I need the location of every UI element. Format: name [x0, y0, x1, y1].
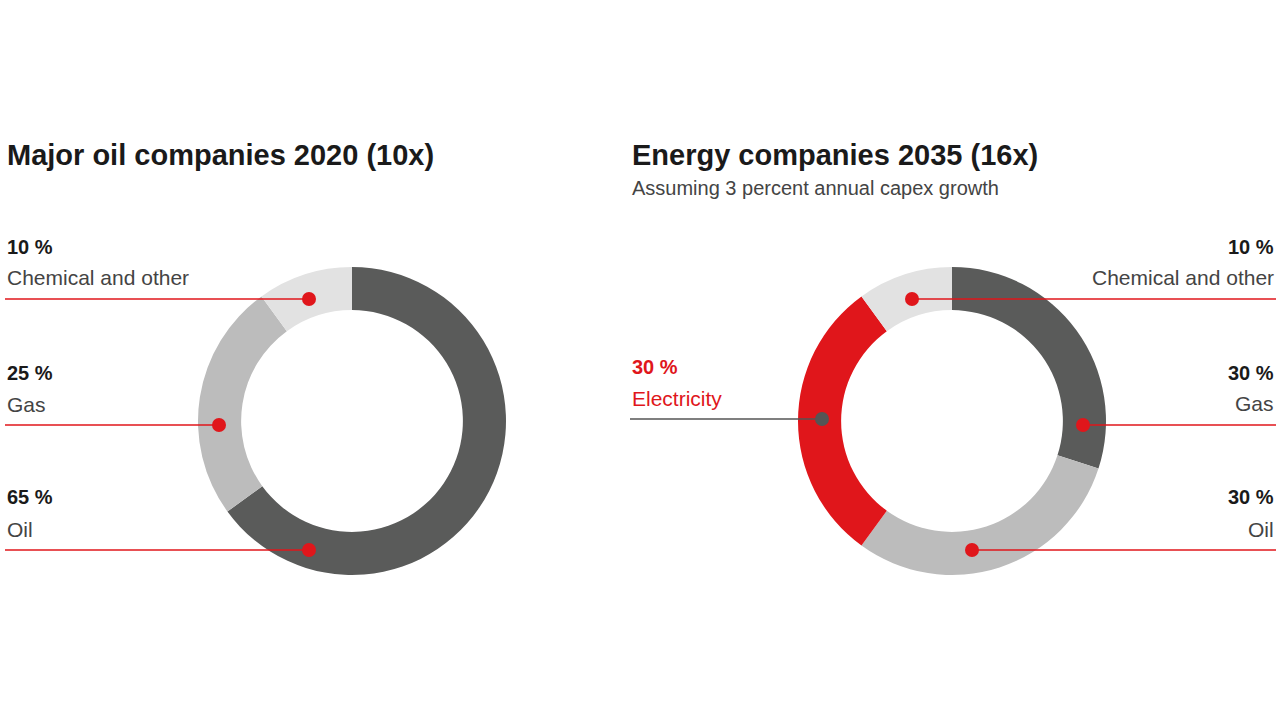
- svg-text:30 %: 30 %: [632, 356, 678, 378]
- svg-text:Electricity: Electricity: [632, 387, 722, 410]
- svg-text:Oil: Oil: [7, 518, 33, 541]
- svg-text:Energy companies 2035 (16x): Energy companies 2035 (16x): [632, 139, 1038, 171]
- svg-text:30 %: 30 %: [1228, 362, 1274, 384]
- svg-text:10 %: 10 %: [7, 236, 53, 258]
- svg-text:30 %: 30 %: [1228, 486, 1274, 508]
- svg-text:Chemical and other: Chemical and other: [7, 266, 189, 289]
- svg-text:Chemical and other: Chemical and other: [1092, 266, 1274, 289]
- svg-text:Major oil companies 2020 (10x): Major oil companies 2020 (10x): [7, 139, 434, 171]
- svg-text:25 %: 25 %: [7, 362, 53, 384]
- svg-text:Assuming 3 percent annual cape: Assuming 3 percent annual capex growth: [632, 177, 999, 199]
- svg-text:Oil: Oil: [1248, 518, 1274, 541]
- svg-text:65 %: 65 %: [7, 486, 53, 508]
- svg-text:10 %: 10 %: [1228, 236, 1274, 258]
- svg-text:Gas: Gas: [1235, 392, 1274, 415]
- svg-text:Gas: Gas: [7, 393, 46, 416]
